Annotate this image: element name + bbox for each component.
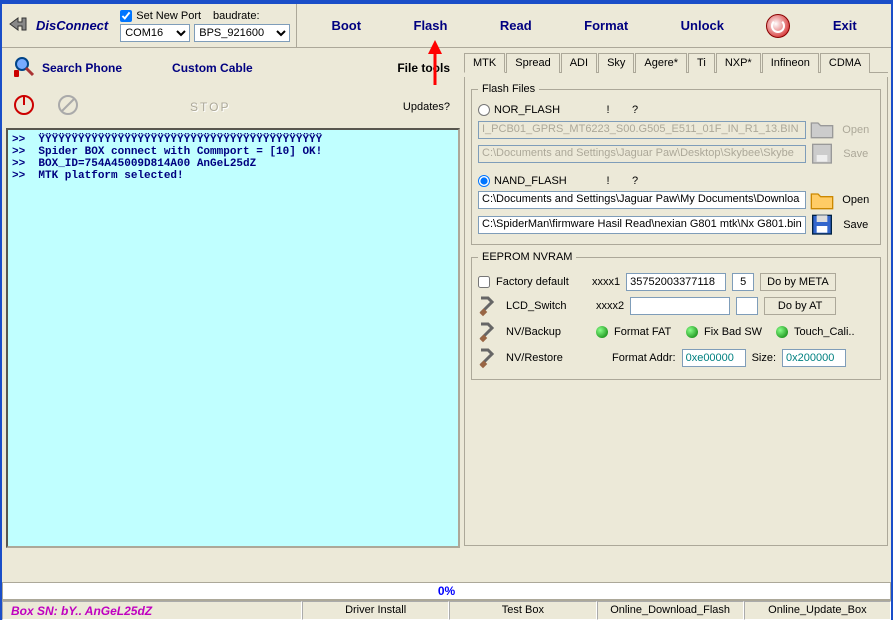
online-download-link[interactable]: Online_Download_Flash — [597, 601, 744, 620]
no-icon — [56, 93, 80, 120]
green-dot-icon — [596, 326, 608, 338]
file-tools-button[interactable]: File tools — [397, 61, 450, 75]
tab-cdma[interactable]: CDMA — [820, 53, 870, 73]
nand-open-label: Open — [838, 194, 874, 206]
green-dot-icon — [776, 326, 788, 338]
nand-flash-radio[interactable] — [478, 175, 490, 187]
tab-sky[interactable]: Sky — [598, 53, 634, 73]
disconnect-label: DisConnect — [36, 18, 108, 33]
plug-icon — [8, 14, 32, 37]
tab-mtk[interactable]: MTK — [464, 53, 505, 73]
nand-save-label: Save — [838, 219, 874, 231]
unlock-button[interactable]: Unlock — [671, 14, 734, 37]
imei1-check-input[interactable] — [732, 273, 754, 291]
magnifier-icon — [12, 54, 36, 81]
boot-button[interactable]: Boot — [321, 14, 371, 37]
online-update-link[interactable]: Online_Update_Box — [744, 601, 891, 620]
read-button[interactable]: Read — [490, 14, 542, 37]
imei2-input[interactable] — [630, 297, 730, 315]
hammer-icon — [478, 295, 500, 317]
box-sn-status: Box SN: bY.. AnGeL25dZ — [2, 601, 302, 620]
size-input[interactable] — [782, 349, 846, 367]
updates-link[interactable]: Updates? — [403, 101, 450, 113]
nor-save-icon — [810, 143, 834, 164]
nor-scatter-input: C:\Documents and Settings\Jaguar Paw\Des… — [478, 145, 806, 163]
imei2-check-input[interactable] — [736, 297, 758, 315]
progress-bar: 0% — [2, 582, 891, 600]
nor-save-label: Save — [838, 148, 874, 160]
nor-open-label: Open — [838, 124, 874, 136]
baudrate-label: baudrate: — [213, 10, 259, 22]
power-small-icon[interactable] — [12, 93, 36, 120]
test-box-link[interactable]: Test Box — [449, 601, 596, 620]
imei1-input[interactable] — [626, 273, 726, 291]
search-phone-button[interactable]: Search Phone — [12, 54, 122, 81]
com-port-select[interactable]: COM16 — [120, 24, 190, 42]
do-by-at-button[interactable]: Do by AT — [764, 297, 836, 315]
nand-path-input[interactable]: C:\Documents and Settings\Jaguar Paw\My … — [478, 191, 806, 209]
tab-ti[interactable]: Ti — [688, 53, 715, 73]
power-button[interactable] — [766, 14, 790, 38]
nand-save-button[interactable] — [810, 214, 834, 235]
hammer-icon — [478, 321, 500, 343]
set-new-port-label: Set New Port — [136, 10, 201, 22]
custom-cable-button[interactable]: Custom Cable — [172, 61, 253, 75]
tab-spread[interactable]: Spread — [506, 53, 559, 73]
nvram-group: EEPROM NVRAM Factory default xxxx1 Do by… — [471, 251, 881, 380]
nor-path-input: I_PCB01_GPRS_MT6223_S00.G505_E511_01F_IN… — [478, 121, 806, 139]
set-new-port-checkbox[interactable] — [120, 10, 132, 22]
do-by-meta-button[interactable]: Do by META — [760, 273, 836, 291]
factory-default-checkbox[interactable] — [478, 276, 490, 288]
tab-adi[interactable]: ADI — [561, 53, 597, 73]
green-dot-icon — [686, 326, 698, 338]
nor-open-icon — [810, 119, 834, 140]
baudrate-select[interactable]: BPS_921600 — [194, 24, 290, 42]
stop-button: STOP — [190, 100, 230, 114]
log-output: >> ŸŸŸŸŸŸŸŸŸŸŸŸŸŸŸŸŸŸŸŸŸŸŸŸŸŸŸŸŸŸŸŸŸŸŸŸŸ… — [6, 128, 460, 548]
platform-tabs: MTK Spread ADI Sky Agere* Ti NXP* Infine… — [464, 52, 888, 73]
driver-install-link[interactable]: Driver Install — [302, 601, 449, 620]
format-button[interactable]: Format — [574, 14, 638, 37]
nand-open-button[interactable] — [810, 190, 834, 211]
tab-infineon[interactable]: Infineon — [762, 53, 819, 73]
nand-scatter-input[interactable]: C:\SpiderMan\firmware Hasil Read\nexian … — [478, 216, 806, 234]
hammer-icon — [478, 347, 500, 369]
nor-flash-radio[interactable] — [478, 104, 490, 116]
format-addr-input[interactable] — [682, 349, 746, 367]
flash-files-group: Flash Files NOR_FLASH ! ? I_PCB01_GPRS_M… — [471, 83, 881, 245]
exit-button[interactable]: Exit — [823, 14, 867, 37]
flash-button[interactable]: Flash — [404, 14, 458, 37]
disconnect-button[interactable]: DisConnect — [2, 12, 114, 39]
tab-agere[interactable]: Agere* — [635, 53, 687, 73]
tab-nxp[interactable]: NXP* — [716, 53, 761, 73]
